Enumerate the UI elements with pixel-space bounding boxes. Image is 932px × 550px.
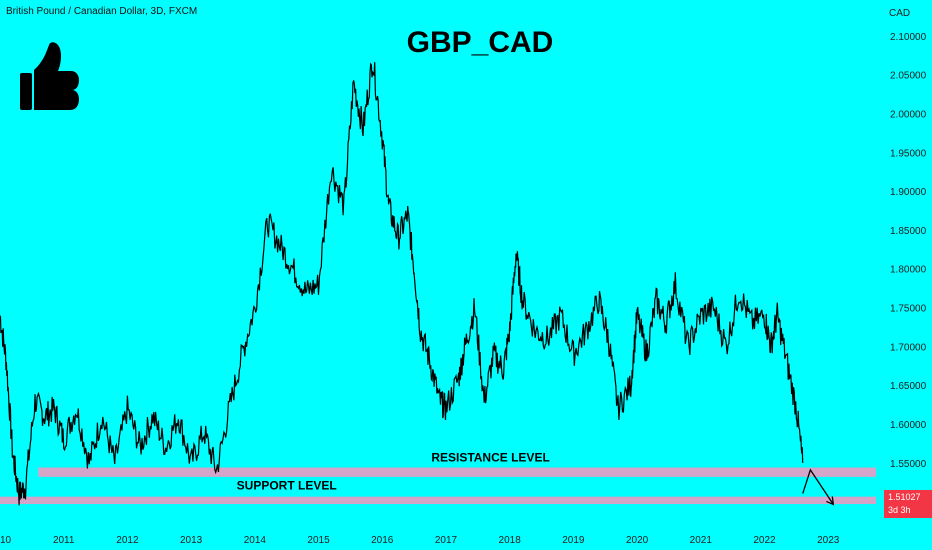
x-tick-label: 2014 [244,535,267,546]
projection-line [802,468,834,505]
resistance-band [38,467,876,477]
x-tick-label: 2010 [0,535,12,546]
y-tick-label: 1.80000 [890,265,927,276]
x-tick-label: 2019 [562,535,585,546]
thumbs-up-icon [20,42,79,111]
levels: RESISTANCE LEVEL SUPPORT LEVEL [0,451,876,505]
x-tick-label: 2023 [817,535,840,546]
x-tick-label: 2015 [307,535,330,546]
support-band [0,496,876,505]
y-axis: 2.10000 2.05000 2.00000 1.95000 1.90000 1.850… [890,32,927,470]
symbol-header: British Pound / Canadian Dollar, 3D, FXC… [6,6,198,17]
y-tick-label: 1.95000 [890,148,927,159]
y-tick-label: 2.00000 [890,109,927,120]
x-tick-label: 2013 [180,535,203,546]
chart-title: GBP_CAD [407,26,554,59]
support-label: SUPPORT LEVEL [237,479,337,493]
x-tick-label: 2020 [626,535,649,546]
last-price-countdown: 3d 3h [888,505,911,515]
last-price-value: 1.51027 [888,492,921,502]
y-tick-label: 1.90000 [890,187,927,198]
x-tick-label: 2021 [690,535,713,546]
arrow-head-icon [826,496,835,506]
series [0,62,804,506]
y-tick-label: 1.75000 [890,304,927,315]
price-line [0,62,804,506]
x-tick-label: 2012 [116,535,139,546]
resistance-label: RESISTANCE LEVEL [431,451,549,465]
currency-label: CAD [889,8,910,19]
x-tick-label: 2018 [499,535,522,546]
y-tick-label: 1.65000 [890,381,927,392]
y-tick-label: 1.60000 [890,420,927,431]
x-axis: 2010 2011 2012 2013 2014 2015 2016 2017 2018 2019… [0,535,840,546]
y-tick-label: 2.05000 [890,71,927,82]
projection [802,468,835,506]
x-tick-label: 2016 [371,535,394,546]
y-tick-label: 1.85000 [890,226,927,237]
x-tick-label: 2011 [53,535,75,546]
x-tick-label: 2017 [435,535,458,546]
y-tick-label: 1.55000 [890,459,927,470]
last-price-tag: 1.51027 3d 3h [884,490,932,518]
y-tick-label: 2.10000 [890,32,927,43]
x-tick-label: 2022 [753,535,776,546]
y-tick-label: 1.70000 [890,342,927,353]
